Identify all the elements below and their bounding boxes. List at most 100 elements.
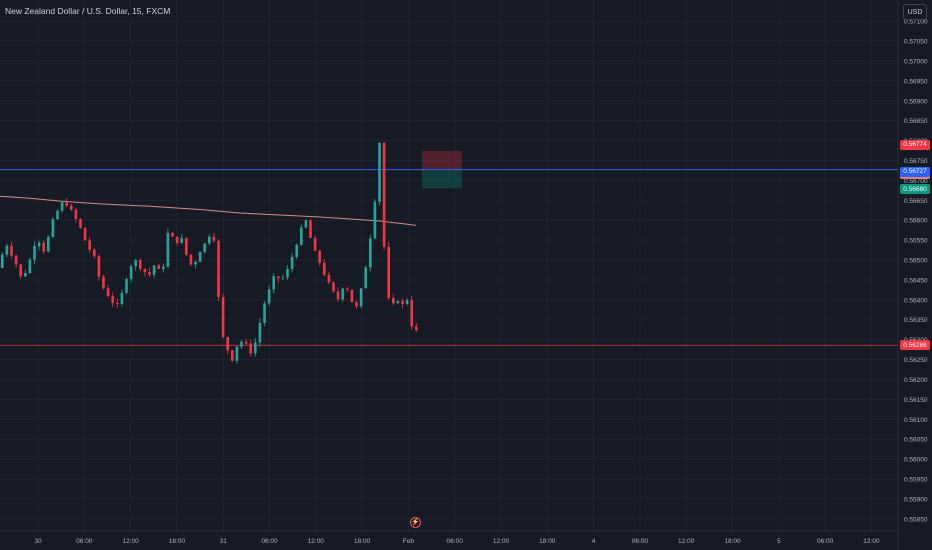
candle-body (194, 261, 197, 265)
candle-body (350, 289, 354, 303)
price-tick-label: 0.56400 (904, 297, 928, 304)
price-tick-label: 0.55950 (904, 477, 928, 484)
price-tick-label: 0.56850 (904, 118, 928, 125)
candle-body (139, 260, 142, 269)
price-tick-label: 0.56450 (904, 277, 928, 284)
candle-body (33, 245, 36, 260)
candle-body (42, 242, 45, 252)
candle-body (51, 219, 55, 237)
candle-body (392, 297, 395, 304)
candle-body (304, 220, 308, 228)
candle-body (369, 238, 372, 268)
price-tick-label: 0.56100 (904, 417, 928, 424)
price-tag-stop: 0.56774 (900, 139, 930, 150)
time-tick-label: 18:00 (724, 538, 741, 545)
candle-body (37, 242, 41, 246)
price-tag-current: 0.56286 (900, 340, 930, 351)
candle-body (1, 254, 4, 268)
price-tick-label: 0.55850 (904, 516, 928, 523)
price-tag-target: 0.56680 (900, 184, 930, 195)
price-tick-label: 0.57050 (904, 39, 928, 46)
candle-body (60, 202, 64, 211)
candle-body (323, 262, 326, 275)
time-axis: 30 06:00 12:00 18:00 31 06:00 12:00 18:00 Feb 06:… (34, 538, 880, 545)
price-tick-label: 0.56750 (904, 158, 928, 165)
candle-body (5, 245, 9, 255)
moving-average-line (0, 195, 417, 226)
candle-body (166, 232, 170, 267)
candle-body (24, 273, 27, 277)
price-tick-label: 0.56000 (904, 457, 928, 464)
candle-body (244, 341, 248, 344)
candle-body (346, 288, 349, 290)
candlesticks (1, 141, 418, 364)
price-tick-label: 0.56150 (904, 397, 928, 404)
candle-body (19, 264, 22, 277)
candle-body (203, 243, 206, 252)
time-tick-label: 30 (34, 538, 42, 545)
candle-body (258, 322, 262, 343)
candle-body (341, 288, 344, 300)
candle-body (382, 142, 386, 247)
price-tick-label: 0.56250 (904, 357, 928, 364)
candle-body (401, 301, 404, 304)
candle-body (364, 267, 367, 289)
price-tag-entry: 0.56727 (900, 166, 930, 177)
candle-body (327, 274, 331, 283)
candle-body (185, 237, 188, 255)
candle-body (175, 236, 179, 243)
time-tick-label: 4 (592, 538, 596, 545)
time-tick-label: 18:00 (354, 538, 371, 545)
candle-body (134, 260, 137, 267)
candle-body (235, 346, 239, 361)
time-tick-label: Feb (403, 538, 415, 545)
price-tick-label: 0.56500 (904, 258, 928, 265)
candle-body (171, 232, 174, 237)
candle-body (143, 268, 147, 272)
price-tick-label: 0.56700 (904, 178, 928, 185)
candle-body (336, 291, 340, 300)
lightning-icon[interactable]: ⚡ (410, 517, 421, 528)
candle-body (162, 266, 165, 269)
symbol-title[interactable]: New Zealand Dollar / U.S. Dollar, 15, FX… (5, 6, 171, 16)
time-tick-label: 12:00 (678, 538, 695, 545)
candle-body (120, 292, 124, 304)
candle-body (65, 202, 68, 206)
candle-body (97, 256, 101, 277)
time-tick-label: 12:00 (122, 538, 139, 545)
price-axis: 0.57100 0.57050 0.57000 0.56950 0.56900 0.568… (904, 19, 928, 524)
candle-body (295, 244, 298, 257)
candle-body (378, 142, 381, 202)
candle-body (217, 240, 220, 297)
candle-body (111, 296, 114, 303)
candle-body (198, 251, 202, 262)
time-tick-label: 5 (777, 538, 781, 545)
candle-body (240, 341, 243, 347)
candle-body (83, 227, 87, 241)
time-tick-label: 18:00 (169, 538, 186, 545)
price-tick-label: 0.57000 (904, 58, 928, 65)
candle-body (396, 301, 400, 304)
candle-body (231, 350, 234, 361)
candle-body (180, 237, 183, 243)
currency-button[interactable]: USD (903, 4, 927, 20)
candle-body (189, 254, 193, 265)
time-tick-label: 18:00 (539, 538, 556, 545)
candle-body (129, 266, 133, 280)
price-tick-label: 0.56600 (904, 218, 928, 225)
candle-body (313, 237, 317, 251)
candle-body (254, 342, 257, 354)
candle-body (208, 236, 211, 244)
candle-body (267, 289, 271, 304)
candle-body (277, 276, 280, 279)
candle-body (286, 268, 289, 278)
time-tick-label: 12:00 (493, 538, 510, 545)
price-tick-label: 0.56650 (904, 198, 928, 205)
price-tick-label: 0.55900 (904, 496, 928, 503)
chart-grid (0, 0, 898, 531)
candle-body (415, 326, 418, 331)
candle-body (116, 302, 119, 304)
candle-body (221, 296, 225, 338)
time-tick-label: 31 (220, 538, 228, 545)
